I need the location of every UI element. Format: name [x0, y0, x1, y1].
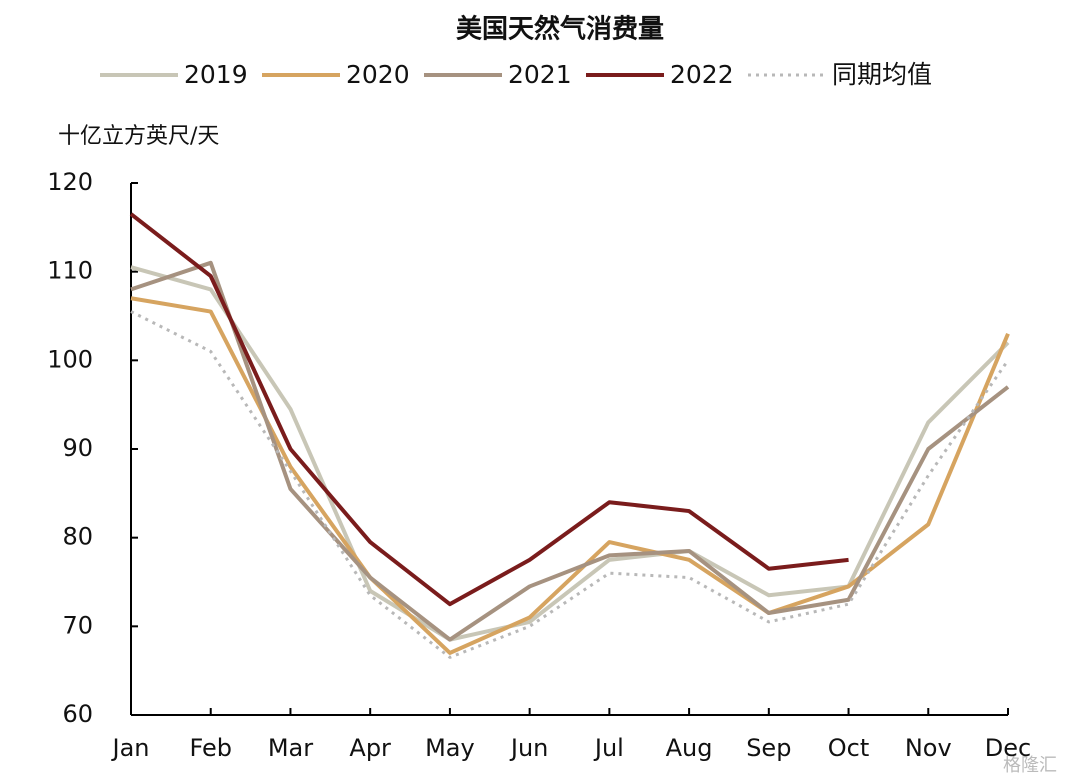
series-line — [130, 310, 1010, 659]
watermark: 格隆汇 — [1003, 755, 1057, 776]
x-tick-label: Apr — [349, 734, 391, 762]
x-tick-label: Sep — [746, 734, 791, 762]
x-tick-label: May — [425, 734, 475, 762]
x-tick-label: Jun — [509, 734, 549, 762]
y-axis-label: 十亿立方英尺/天 — [58, 124, 219, 149]
y-tick-label: 80 — [62, 523, 93, 551]
x-tick-label: Jul — [593, 734, 624, 762]
legend-label: 2019 — [184, 60, 248, 89]
series-line — [130, 296, 1010, 655]
x-tick-label: Oct — [828, 734, 870, 762]
y-tick-label: 120 — [47, 168, 93, 196]
x-tick-label: Mar — [268, 734, 313, 762]
series-line — [130, 265, 1010, 642]
series-line — [129, 212, 849, 607]
legend-label: 2021 — [508, 60, 572, 89]
legend-label: 同期均值 — [832, 60, 932, 89]
y-tick-label: 110 — [47, 257, 93, 285]
x-tick-label: Nov — [905, 734, 952, 762]
series-line — [130, 260, 1010, 642]
legend-label: 2022 — [670, 60, 734, 89]
x-tick-label: Feb — [189, 734, 232, 762]
x-tick-label: Jan — [111, 734, 150, 762]
y-tick-label: 90 — [62, 434, 93, 462]
y-tick-label: 70 — [62, 611, 93, 639]
x-tick-label: Dec — [985, 734, 1031, 762]
y-tick-label: 100 — [47, 345, 93, 373]
y-tick-label: 60 — [62, 700, 93, 728]
legend-label: 2020 — [346, 60, 410, 89]
x-tick-label: Aug — [666, 734, 713, 762]
chart-title: 美国天然气消费量 — [456, 14, 664, 45]
